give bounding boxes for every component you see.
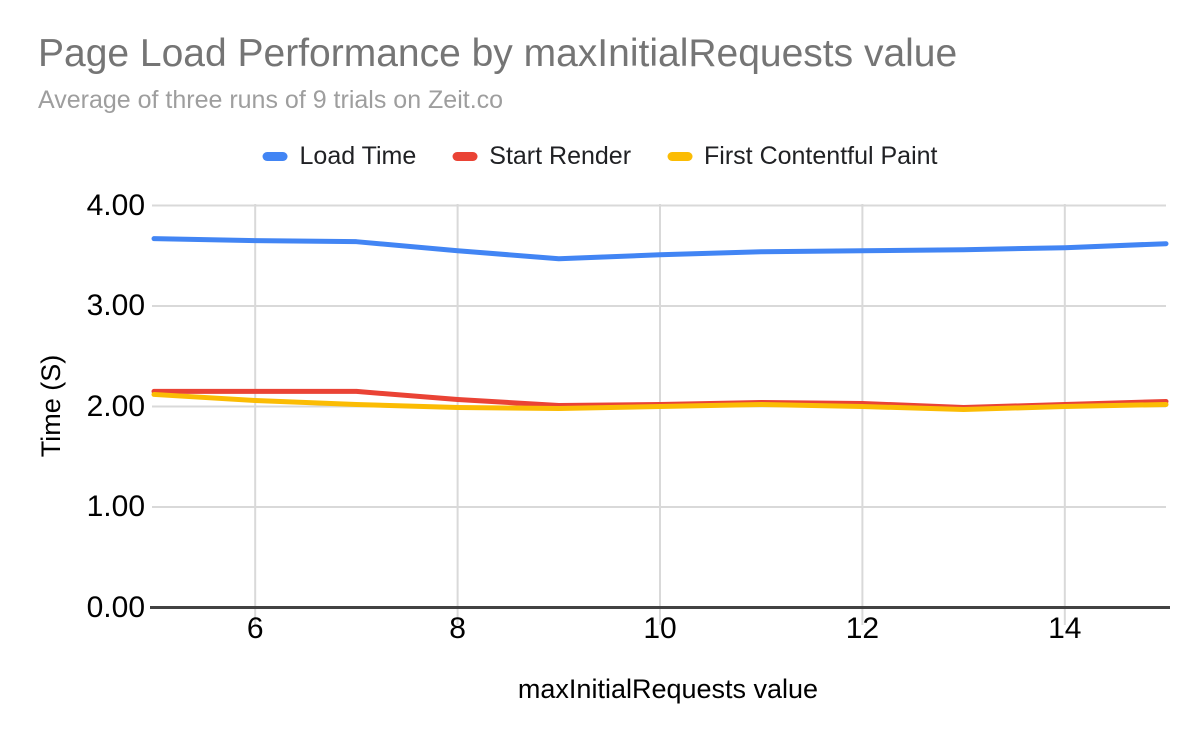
y-tick-label: 4.00 — [86, 188, 145, 222]
series-line-first-contentful-paint — [151, 391, 1169, 413]
legend-item-label: Start Render — [489, 142, 632, 170]
legend-swatch-start-render — [452, 151, 478, 161]
legend-item-label: Load Time — [299, 142, 417, 170]
x-tick-label: 12 — [845, 612, 880, 645]
legend-item-first-contentful-paint: First Contentful Paint — [667, 141, 937, 171]
y-tick-label: 0.00 — [86, 590, 145, 624]
x-tick-label: 8 — [449, 612, 466, 645]
legend-item-start-render: Start Render — [452, 141, 631, 171]
legend: Load Time Start Render First Contentful Pa… — [262, 141, 937, 171]
y-tick-label: 2.00 — [86, 389, 145, 423]
x-tick-label: 6 — [246, 612, 264, 645]
legend-item-load-time: Load Time — [262, 141, 417, 171]
y-tick-label: 1.00 — [86, 490, 145, 523]
x-tick-label: 10 — [643, 612, 677, 645]
series-line-load-time — [151, 236, 1169, 262]
x-tick-label: 14 — [1048, 612, 1082, 645]
legend-swatch-first-contentful-paint — [667, 151, 693, 161]
x-axis-title: maxInitialRequests value — [517, 674, 819, 704]
chart-subtitle: Average of three runs of 9 trials on Zei… — [38, 86, 504, 114]
legend-item-label: First Contentful Paint — [704, 142, 938, 170]
legend-swatch-load-time — [262, 151, 288, 161]
chart-title: Page Load Performance by maxInitialReque… — [38, 32, 958, 75]
y-tick-label: 3.00 — [86, 289, 145, 322]
